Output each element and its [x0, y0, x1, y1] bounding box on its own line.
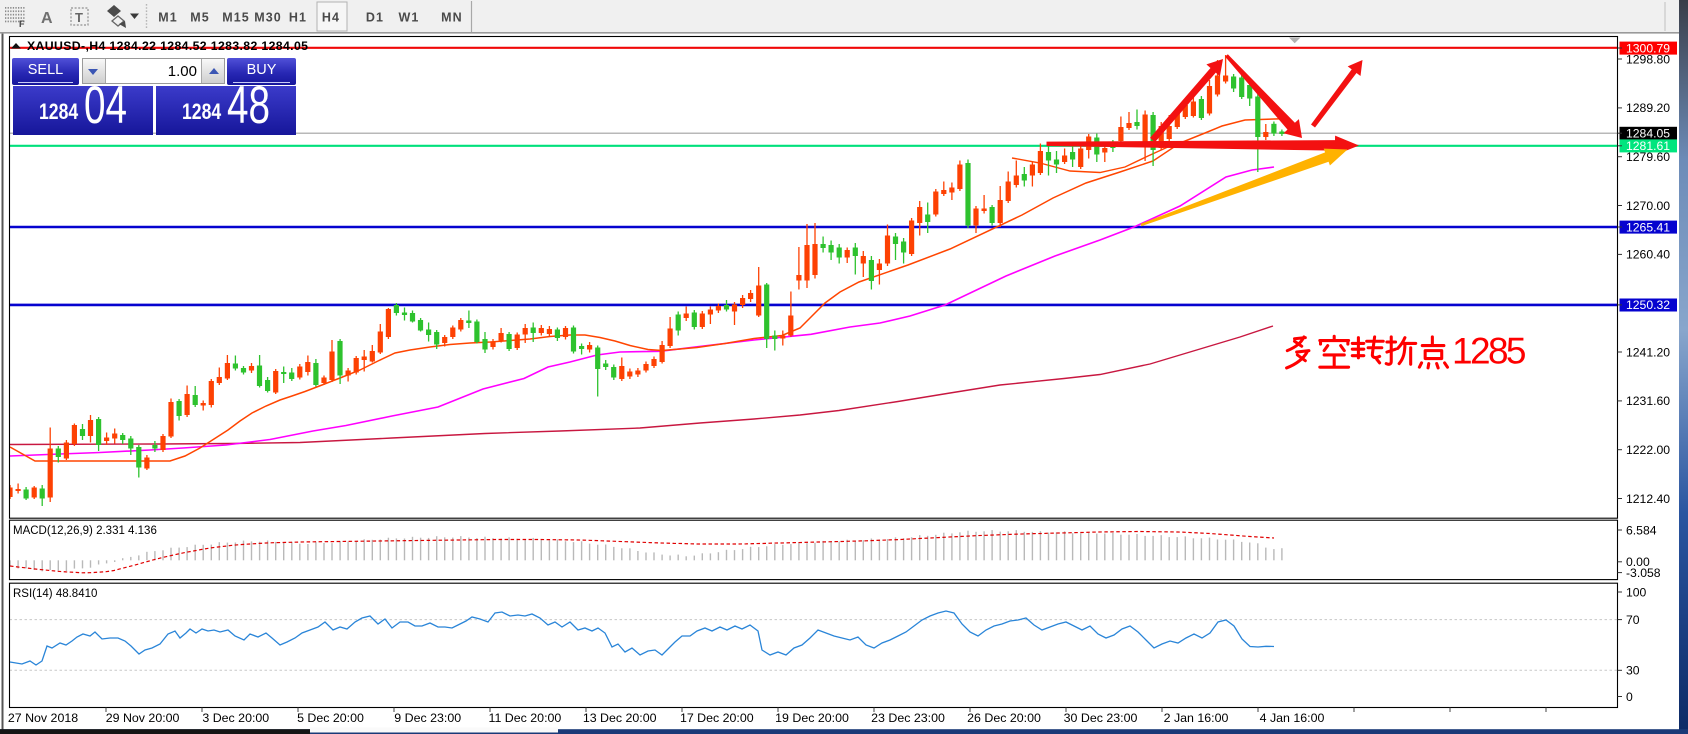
svg-text:RSI(14) 48.8410: RSI(14) 48.8410 — [13, 588, 97, 600]
svg-text:29 Nov 20:00: 29 Nov 20:00 — [106, 711, 180, 725]
svg-text:M30: M30 — [254, 11, 282, 25]
svg-text:1285: 1285 — [1452, 331, 1526, 372]
svg-text:30 Dec 23:00: 30 Dec 23:00 — [1064, 711, 1138, 725]
svg-text:1222.00: 1222.00 — [1626, 443, 1670, 457]
svg-text:6.584: 6.584 — [1626, 523, 1657, 537]
svg-text:MN: MN — [441, 11, 463, 25]
svg-text:1270.00: 1270.00 — [1626, 199, 1670, 213]
svg-text:0: 0 — [1626, 690, 1633, 704]
svg-text:1241.20: 1241.20 — [1626, 345, 1670, 359]
svg-text:1298.80: 1298.80 — [1626, 52, 1670, 66]
svg-text:4 Jan 16:00: 4 Jan 16:00 — [1260, 711, 1325, 725]
svg-text:5 Dec 20:00: 5 Dec 20:00 — [297, 711, 364, 725]
svg-text:1250.32: 1250.32 — [1626, 298, 1670, 312]
svg-text:19 Dec 20:00: 19 Dec 20:00 — [775, 711, 849, 725]
svg-text:H1: H1 — [289, 11, 307, 25]
svg-text:XAUUSD-,H4 1284.22 1284.52 12: XAUUSD-,H4 1284.22 1284.52 1283.82 1284.… — [27, 39, 308, 53]
svg-text:1284.05: 1284.05 — [1626, 127, 1670, 141]
svg-text:F: F — [19, 19, 25, 29]
svg-text:T: T — [75, 10, 83, 25]
svg-text:30: 30 — [1626, 664, 1640, 678]
svg-text:1260.40: 1260.40 — [1626, 248, 1670, 262]
svg-text:1279.60: 1279.60 — [1626, 150, 1670, 164]
svg-text:11 Dec 20:00: 11 Dec 20:00 — [489, 711, 562, 725]
svg-text:17 Dec 20:00: 17 Dec 20:00 — [680, 711, 754, 725]
svg-text:M1: M1 — [158, 11, 178, 25]
svg-text:13 Dec 20:00: 13 Dec 20:00 — [583, 711, 657, 725]
svg-text:1300.79: 1300.79 — [1626, 41, 1670, 55]
svg-text:26 Dec 20:00: 26 Dec 20:00 — [967, 711, 1041, 725]
svg-text:1265.41: 1265.41 — [1626, 220, 1670, 234]
svg-text:0.00: 0.00 — [1626, 555, 1650, 569]
svg-text:23 Dec 23:00: 23 Dec 23:00 — [871, 711, 945, 725]
svg-text:A: A — [41, 10, 53, 27]
svg-text:100: 100 — [1626, 585, 1647, 599]
svg-text:2 Jan 16:00: 2 Jan 16:00 — [1164, 711, 1229, 725]
svg-text:M15: M15 — [222, 11, 250, 25]
svg-text:27 Nov 2018: 27 Nov 2018 — [8, 711, 78, 725]
svg-text:1231.60: 1231.60 — [1626, 394, 1670, 408]
svg-text:H4: H4 — [322, 11, 340, 25]
svg-text:9 Dec 23:00: 9 Dec 23:00 — [394, 711, 461, 725]
svg-text:W1: W1 — [399, 11, 420, 25]
svg-text:1281.61: 1281.61 — [1626, 139, 1670, 153]
svg-text:D1: D1 — [366, 11, 384, 25]
svg-text:M5: M5 — [190, 11, 210, 25]
svg-text:1289.20: 1289.20 — [1626, 101, 1670, 115]
svg-text:-3.058: -3.058 — [1626, 566, 1661, 580]
svg-text:1212.40: 1212.40 — [1626, 492, 1670, 506]
svg-text:3 Dec 20:00: 3 Dec 20:00 — [202, 711, 269, 725]
svg-text:MACD(12,26,9) 2.331 4.136: MACD(12,26,9) 2.331 4.136 — [13, 525, 157, 537]
svg-text:70: 70 — [1626, 613, 1640, 627]
